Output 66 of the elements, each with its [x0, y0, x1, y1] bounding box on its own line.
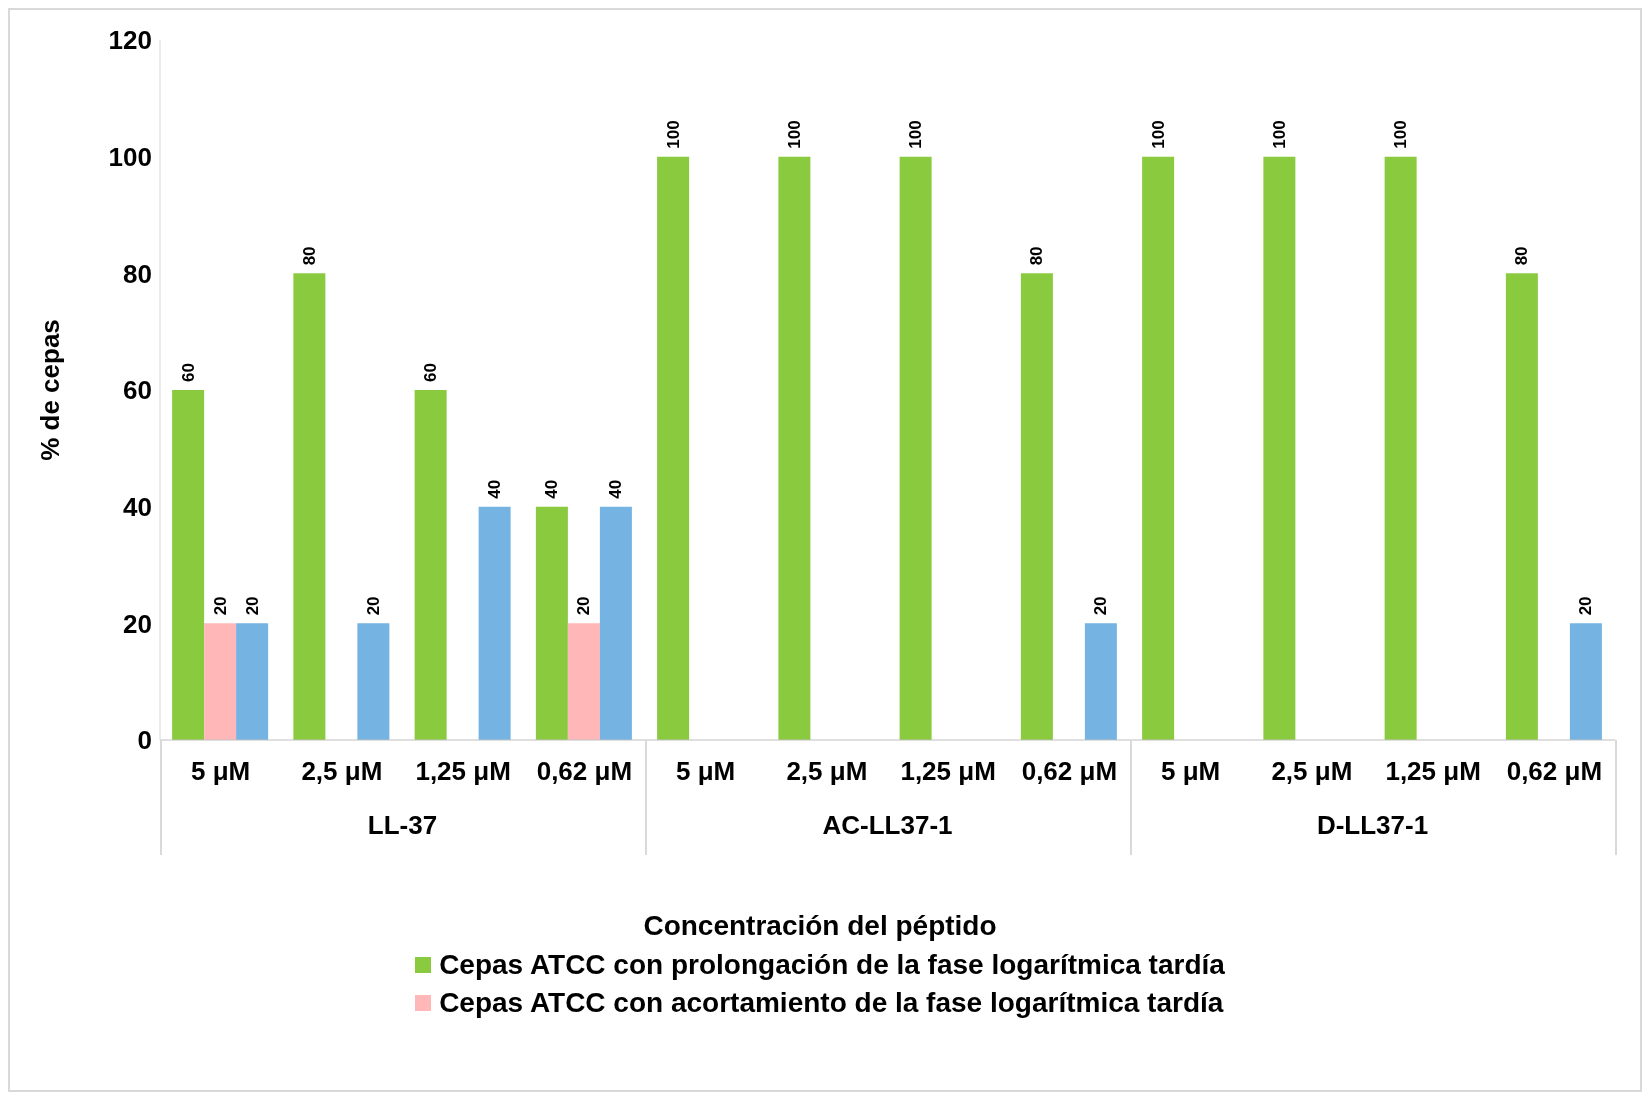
- bar: [293, 273, 326, 740]
- x-tick-label: 0,62 μM: [536, 756, 633, 787]
- bar: [204, 623, 237, 740]
- bar: [172, 390, 205, 740]
- data-label: 100: [1391, 120, 1411, 149]
- data-label: 20: [1576, 596, 1596, 616]
- bar: [567, 623, 600, 740]
- text: D-LL37-1: [1315, 810, 1430, 841]
- y-tick-label: 100: [108, 141, 152, 172]
- x-tick-label: 2,5 μM: [1271, 756, 1353, 787]
- data-label: 100: [906, 120, 926, 149]
- bar: [357, 623, 390, 740]
- bar: [414, 390, 447, 740]
- bar: [1263, 156, 1296, 740]
- bar: [1142, 156, 1175, 740]
- data-label: 100: [784, 120, 804, 149]
- data-label: 20: [363, 596, 383, 616]
- data-label: 100: [1148, 120, 1168, 149]
- x-tick-label: 0,62 μM: [1021, 756, 1118, 787]
- data-label: 20: [210, 596, 230, 616]
- x-tick-label: 1,25 μM: [900, 756, 996, 787]
- y-tick-label: 0: [137, 725, 152, 756]
- x-tick-label: 0,62 μM: [1506, 756, 1603, 787]
- bar: [1569, 623, 1602, 740]
- x-tick-label: 2,5 μM: [301, 756, 383, 787]
- data-label: 40: [485, 479, 505, 499]
- data-label: 80: [1027, 246, 1047, 266]
- bar: [899, 156, 932, 740]
- data-label: 60: [178, 363, 198, 382]
- bar: [236, 623, 269, 740]
- data-label: 20: [574, 596, 594, 616]
- data-label: 20: [1091, 596, 1111, 616]
- bar: [657, 156, 690, 740]
- data-label: 100: [663, 120, 683, 149]
- x-tick-label: 5 μM: [191, 756, 251, 787]
- y-tick-label: 60: [123, 375, 152, 406]
- data-label: 80: [299, 246, 319, 266]
- bar: [1384, 156, 1417, 740]
- legend-label: Cepas ATCC con prolongación de la fase logarítmica tardía: [438, 948, 1225, 982]
- legend-label: Cepas ATCC con acortamiento de la fase logarítmica tardía: [438, 986, 1224, 1020]
- y-axis-title: % de cepas: [35, 319, 66, 461]
- x-tick-label: 1,25 μM: [1385, 756, 1481, 787]
- x-tick-label: 1,25 μM: [415, 756, 511, 787]
- y-tick-label: 120: [108, 25, 152, 56]
- x-axis-title: Concentración del péptido: [643, 910, 997, 942]
- bar: [1020, 273, 1053, 740]
- bar: [1505, 273, 1538, 740]
- y-tick-label: 20: [123, 608, 152, 639]
- text: AC-LL37-1: [821, 810, 954, 841]
- bar: [1084, 623, 1117, 740]
- text: LL-37: [366, 810, 439, 841]
- data-label: 40: [542, 479, 562, 499]
- y-tick-label: 40: [123, 491, 152, 522]
- data-label: 100: [1269, 120, 1289, 149]
- bar: [599, 506, 632, 740]
- bar: [778, 156, 811, 740]
- x-tick-label: 2,5 μM: [786, 756, 868, 787]
- data-label: 20: [242, 596, 262, 616]
- data-label: 40: [606, 479, 626, 499]
- x-tick-label: 5 μM: [676, 756, 736, 787]
- bar: [535, 506, 568, 740]
- y-tick-label: 80: [123, 258, 152, 289]
- x-tick-label: 5 μM: [1161, 756, 1221, 787]
- data-label: 80: [1512, 246, 1532, 266]
- bar: [478, 506, 511, 740]
- data-label: 60: [421, 363, 441, 382]
